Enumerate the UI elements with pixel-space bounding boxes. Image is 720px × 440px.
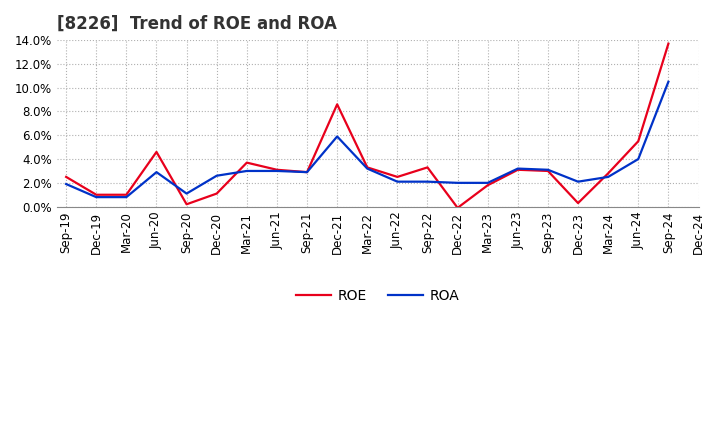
ROE <box>423 165 432 170</box>
ROE <box>604 171 613 176</box>
ROA <box>423 179 432 184</box>
ROA <box>92 194 101 200</box>
ROE <box>62 174 71 180</box>
ROA <box>664 79 672 84</box>
ROA <box>243 169 251 174</box>
ROA <box>302 169 311 175</box>
ROE <box>243 160 251 165</box>
ROE <box>544 169 552 174</box>
ROE <box>454 205 462 210</box>
ROE <box>152 149 161 154</box>
ROE <box>483 183 492 188</box>
ROA <box>62 181 71 187</box>
ROA <box>122 194 131 200</box>
ROA <box>574 179 582 184</box>
Line: ROE: ROE <box>66 44 668 208</box>
Line: ROA: ROA <box>66 82 668 197</box>
ROA <box>363 166 372 171</box>
ROE <box>634 139 642 144</box>
ROA <box>604 174 613 180</box>
Text: [8226]  Trend of ROE and ROA: [8226] Trend of ROE and ROA <box>57 15 337 33</box>
ROA <box>333 134 341 139</box>
ROA <box>634 157 642 162</box>
ROA <box>544 167 552 172</box>
ROE <box>574 201 582 206</box>
ROE <box>182 202 191 207</box>
ROA <box>212 173 221 178</box>
ROA <box>182 191 191 196</box>
ROE <box>513 167 522 172</box>
ROE <box>302 169 311 175</box>
ROE <box>333 102 341 107</box>
ROA <box>513 166 522 171</box>
ROA <box>483 180 492 186</box>
ROA <box>152 169 161 175</box>
ROE <box>92 192 101 198</box>
ROE <box>273 167 282 172</box>
ROA <box>454 180 462 186</box>
Legend: ROE, ROA: ROE, ROA <box>291 283 465 308</box>
ROE <box>212 191 221 196</box>
ROE <box>363 165 372 170</box>
ROE <box>664 41 672 46</box>
ROE <box>393 174 402 180</box>
ROA <box>273 169 282 174</box>
ROE <box>122 192 131 198</box>
ROA <box>393 179 402 184</box>
